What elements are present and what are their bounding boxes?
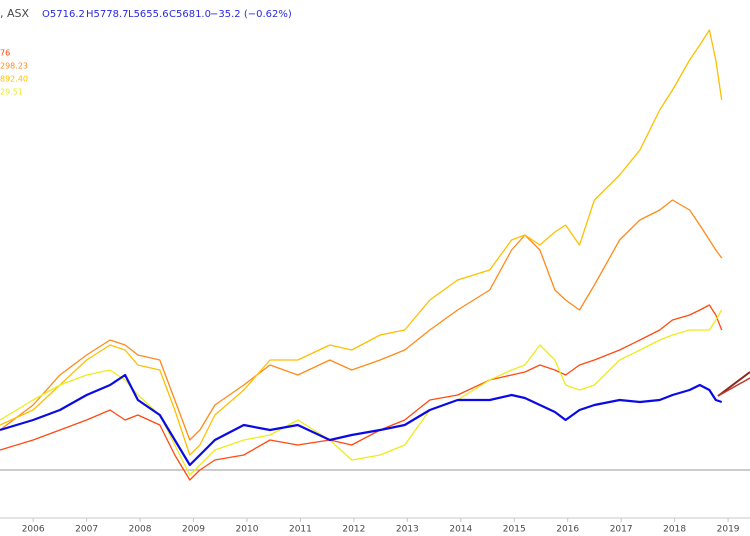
x-tick-label: 2017 [610, 525, 633, 535]
series-line [0, 199, 723, 441]
series-line [0, 29, 723, 456]
series-line [0, 304, 723, 481]
high: H5778.7 [86, 9, 129, 20]
change: −35.2 (−0.62%) [210, 9, 292, 20]
x-tick-label: 2018 [663, 525, 686, 535]
low: L5655.6 [128, 9, 169, 20]
x-tick-label: 2010 [236, 525, 259, 535]
x-tick-label: 2012 [342, 525, 365, 535]
legend-label: 76 [0, 49, 10, 58]
symbol: , ASX [0, 7, 30, 20]
legend-label: 29.51 [0, 88, 23, 97]
series-line [0, 373, 723, 467]
close: C5681.0 [169, 9, 211, 20]
x-tick-label: 2016 [556, 525, 579, 535]
x-tick-label: 2009 [182, 525, 205, 535]
x-tick-label: 2013 [396, 525, 419, 535]
x-tick-label: 2006 [22, 525, 45, 535]
series-line [0, 309, 723, 476]
x-tick-label: 2015 [503, 525, 526, 535]
x-tick-label: 2007 [75, 525, 98, 535]
open: O5716.2 [42, 9, 85, 20]
x-tick-label: 2008 [129, 525, 152, 535]
x-tick-label: 2019 [717, 525, 740, 535]
legend-label: 892.40 [0, 75, 28, 84]
x-tick-label: 2014 [449, 525, 472, 535]
x-tick-label: 2011 [289, 525, 312, 535]
trend-arrow [717, 377, 750, 397]
legend-label: 298.23 [0, 62, 28, 71]
trend-arrow [717, 371, 750, 397]
